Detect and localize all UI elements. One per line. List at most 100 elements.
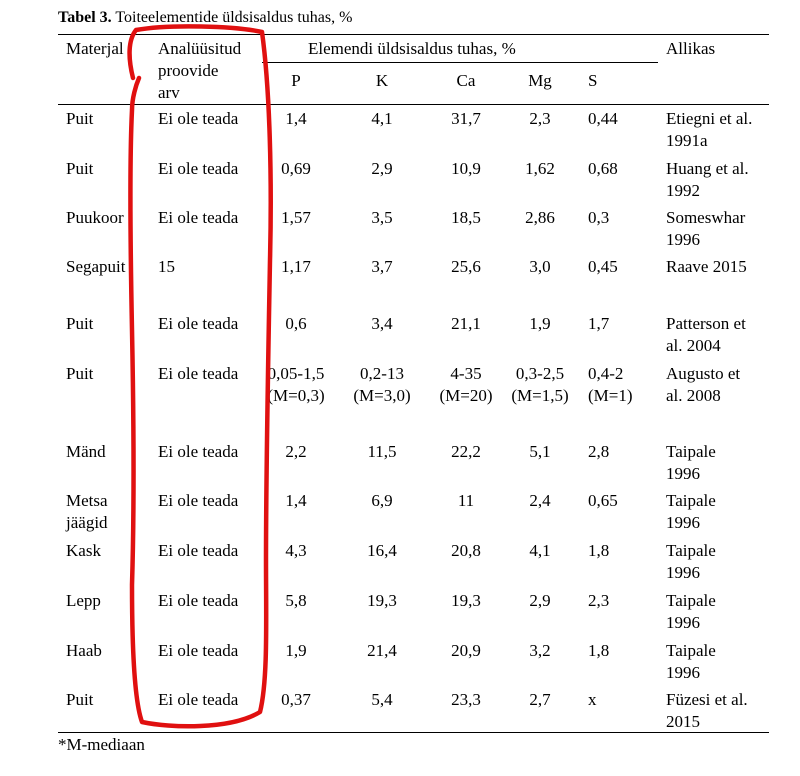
element-value-cell: 25,6 [451, 257, 481, 276]
source-cell: 1996 [666, 563, 700, 582]
element-value-cell: (M=0,3) [267, 386, 325, 405]
source-cell: 1992 [666, 181, 700, 200]
sample-count-cell: Ei ole teada [158, 541, 239, 560]
element-value-cell: 2,2 [285, 442, 307, 461]
element-value-cell: 18,5 [451, 208, 481, 227]
element-value-cell: (M=1) [588, 386, 633, 405]
element-value-cell: (M=1,5) [511, 386, 569, 405]
source-cell: Etiegni et al. [666, 109, 753, 128]
element-value-cell: 19,3 [367, 591, 397, 610]
source-cell: Someswhar [666, 208, 746, 227]
element-value-cell: 1,62 [525, 159, 555, 178]
element-value-cell: 0,3-2,5 [515, 364, 565, 383]
element-value-cell: (M=3,0) [353, 386, 411, 405]
sample-count-cell: Ei ole teada [158, 314, 239, 333]
element-value-cell: 1,4 [285, 491, 307, 510]
sample-count-cell: Ei ole teada [158, 641, 239, 660]
element-value-cell: x [588, 690, 597, 709]
header-samples-line-1: Analüüsitud [158, 39, 242, 58]
element-value-cell: 2,7 [529, 690, 551, 709]
element-value-cell: 4,3 [285, 541, 307, 560]
source-cell: Taipale [666, 641, 716, 660]
element-value-cell: 23,3 [451, 690, 481, 709]
element-value-cell: 1,7 [588, 314, 610, 333]
element-value-cell: 0,05-1,5 [267, 364, 325, 383]
source-cell: 1996 [666, 464, 700, 483]
footnote: *M-mediaan [58, 735, 145, 754]
element-value-cell: 2,4 [529, 491, 551, 510]
material-cell: Metsa [66, 491, 108, 510]
header-element-k: K [375, 71, 389, 90]
sample-count-cell: Ei ole teada [158, 109, 239, 128]
material-cell: Puit [66, 109, 94, 128]
element-value-cell: 0,65 [588, 491, 618, 510]
element-value-cell: 4,1 [371, 109, 393, 128]
source-cell: Taipale [666, 541, 716, 560]
source-cell: Augusto et [666, 364, 741, 383]
element-value-cell: 2,86 [525, 208, 555, 227]
element-value-cell: 11 [457, 491, 475, 510]
material-cell: Lepp [66, 591, 101, 610]
material-cell: Puit [66, 690, 94, 709]
element-value-cell: 0,2-13 [360, 364, 404, 383]
element-value-cell: 3,0 [529, 257, 551, 276]
element-value-cell: 20,9 [451, 641, 481, 660]
header-samples-line-3: arv [158, 83, 180, 102]
element-value-cell: 16,4 [367, 541, 397, 560]
source-cell: al. 2008 [666, 386, 721, 405]
element-value-cell: 22,2 [451, 442, 481, 461]
element-value-cell: 2,9 [529, 591, 551, 610]
element-value-cell: 1,57 [281, 208, 311, 227]
source-cell: 1991a [666, 131, 708, 150]
source-cell: Huang et al. [666, 159, 749, 178]
element-value-cell: 5,8 [285, 591, 307, 610]
header-element-ca: Ca [456, 71, 476, 90]
caption-text: Toiteelementide üldsisaldus tuhas, % [115, 9, 353, 26]
element-value-cell: 19,3 [451, 591, 481, 610]
source-cell: al. 2004 [666, 336, 721, 355]
header-material: Materjal [66, 39, 124, 58]
element-value-cell: 31,7 [451, 109, 481, 128]
element-value-cell: 2,9 [371, 159, 393, 178]
sample-count-cell: Ei ole teada [158, 208, 239, 227]
group-header-rule [262, 62, 658, 63]
header-source: Allikas [666, 39, 716, 58]
element-value-cell: 0,4-2 [588, 364, 624, 383]
source-cell: Raave 2015 [666, 257, 747, 276]
element-value-cell: 0,44 [588, 109, 618, 128]
element-value-cell: 10,9 [451, 159, 481, 178]
element-value-cell: 0,37 [281, 690, 311, 709]
element-value-cell: 6,9 [371, 491, 393, 510]
element-value-cell: 21,1 [451, 314, 481, 333]
source-cell: 1996 [666, 613, 700, 632]
header-samples-line-2: proovide [158, 61, 219, 80]
material-cell: Kask [66, 541, 101, 560]
material-cell: Haab [66, 641, 102, 660]
sample-count-cell: Ei ole teada [158, 442, 239, 461]
element-value-cell: 20,8 [451, 541, 481, 560]
element-value-cell: 0,69 [281, 159, 311, 178]
source-cell: Taipale [666, 442, 716, 461]
header-element-p: P [291, 71, 301, 90]
material-cell: Mänd [66, 442, 106, 461]
header-bottom-rule [58, 104, 769, 105]
element-value-cell: 2,3 [588, 591, 610, 610]
sample-count-cell: Ei ole teada [158, 690, 239, 709]
material-cell: Puukoor [66, 208, 124, 227]
source-cell: Taipale [666, 591, 716, 610]
element-value-cell: 11,5 [367, 442, 397, 461]
element-value-cell: (M=20) [439, 386, 493, 405]
material-cell: Puit [66, 314, 94, 333]
element-value-cell: 2,8 [588, 442, 610, 461]
header-element-group: Elemendi üldsisaldus tuhas, % [308, 39, 516, 58]
source-cell: Patterson et [666, 314, 746, 333]
element-value-cell: 0,68 [588, 159, 618, 178]
sample-count-cell: Ei ole teada [158, 491, 239, 510]
element-value-cell: 1,17 [281, 257, 311, 276]
sample-count-cell: Ei ole teada [158, 364, 239, 383]
element-value-cell: 4-35 [450, 364, 482, 383]
element-value-cell: 1,8 [588, 641, 610, 660]
element-value-cell: 5,4 [371, 690, 393, 709]
element-value-cell: 3,2 [529, 641, 551, 660]
element-value-cell: 2,3 [529, 109, 551, 128]
